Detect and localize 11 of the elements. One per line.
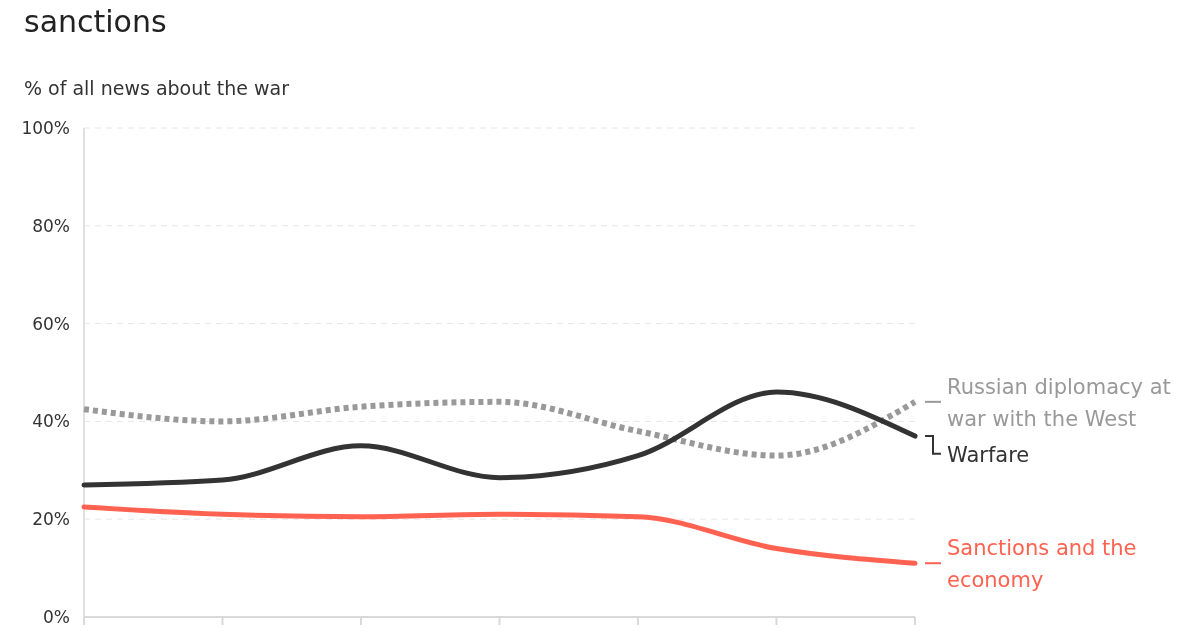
y-tick-label: 80% [32,215,70,236]
y-tick-label: 100% [21,117,70,138]
legend-label: Sanctions and the economy [947,536,1137,593]
y-tick-label: 40% [32,411,70,432]
legend-label: Russian diplomacy at war with the West [947,374,1171,431]
y-tick-label: 20% [32,509,70,530]
y-axis-title: % of all news about the war [24,77,290,99]
y-tick-label: 60% [32,313,70,334]
legend-label: Warfare [947,442,1030,467]
y-tick-label: 0% [43,606,70,627]
chart-title: sanctions [24,4,167,39]
